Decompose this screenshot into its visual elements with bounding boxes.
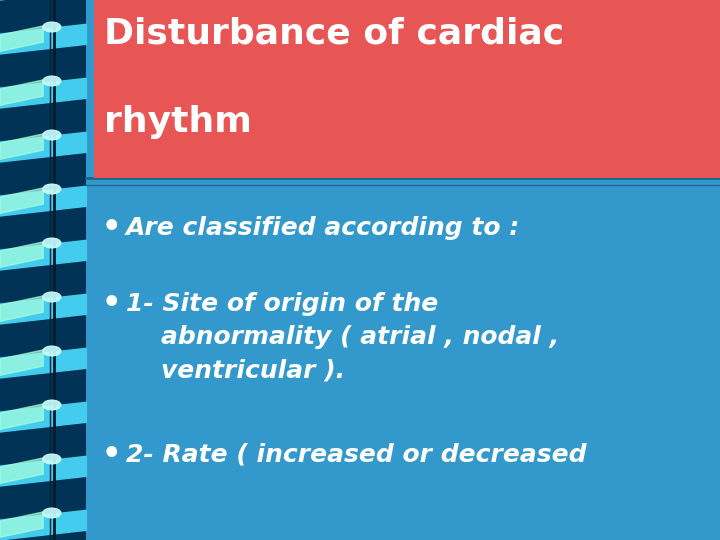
Polygon shape (0, 512, 43, 537)
Polygon shape (0, 240, 86, 270)
Text: Disturbance of cardiac: Disturbance of cardiac (104, 16, 564, 50)
Polygon shape (0, 188, 43, 213)
Ellipse shape (43, 22, 60, 32)
Polygon shape (0, 296, 43, 321)
Text: •: • (102, 213, 122, 242)
Text: •: • (102, 289, 122, 318)
Ellipse shape (43, 184, 60, 194)
Polygon shape (0, 24, 86, 54)
Text: 1- Site of origin of the
    abnormality ( atrial , nodal ,
    ventricular ).: 1- Site of origin of the abnormality ( a… (126, 292, 559, 383)
Ellipse shape (43, 238, 60, 248)
Polygon shape (0, 294, 86, 324)
Ellipse shape (43, 454, 60, 464)
Polygon shape (0, 26, 43, 51)
Polygon shape (0, 186, 86, 216)
Ellipse shape (43, 292, 60, 302)
Polygon shape (0, 350, 43, 375)
FancyBboxPatch shape (94, 0, 720, 178)
Polygon shape (0, 404, 43, 429)
Polygon shape (0, 134, 43, 159)
Ellipse shape (43, 508, 60, 518)
Ellipse shape (43, 130, 60, 140)
FancyBboxPatch shape (0, 0, 86, 540)
Text: rhythm: rhythm (104, 105, 252, 139)
Ellipse shape (43, 346, 60, 356)
Polygon shape (0, 456, 86, 486)
Polygon shape (0, 242, 43, 267)
Polygon shape (0, 458, 43, 483)
Polygon shape (0, 510, 86, 540)
Ellipse shape (43, 76, 60, 86)
Ellipse shape (43, 400, 60, 410)
Text: •: • (102, 440, 122, 469)
Polygon shape (0, 402, 86, 432)
Polygon shape (0, 132, 86, 162)
Polygon shape (0, 78, 86, 108)
Text: Are classified according to :: Are classified according to : (126, 216, 521, 240)
Polygon shape (0, 80, 43, 105)
Text: 2- Rate ( increased or decreased: 2- Rate ( increased or decreased (126, 443, 587, 467)
Polygon shape (0, 348, 86, 378)
